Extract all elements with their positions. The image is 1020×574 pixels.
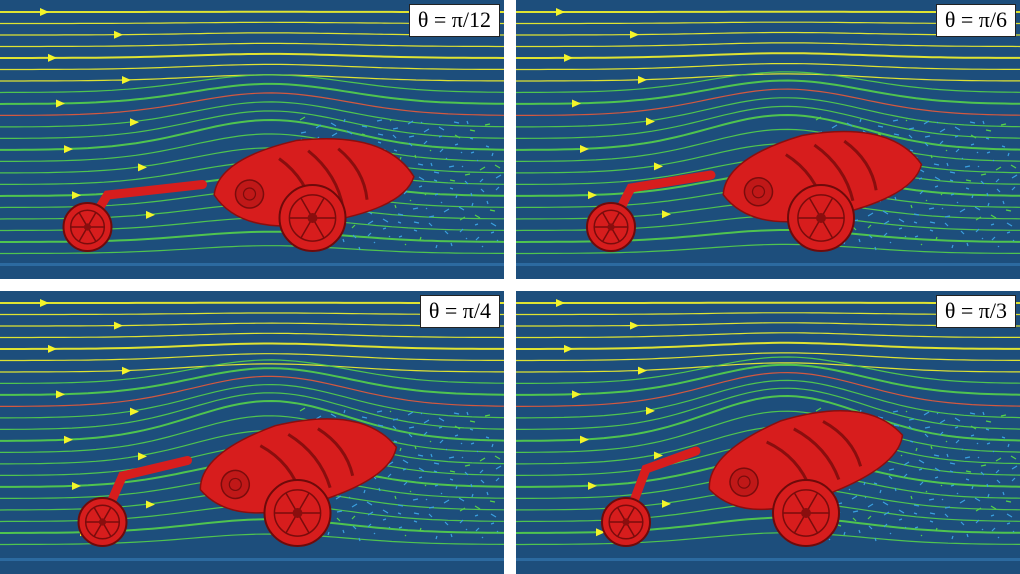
angle-label-pi-3: θ = π/3 — [935, 295, 1016, 328]
panel-pi-3: θ = π/3 — [516, 291, 1020, 574]
flow-scene-pi-3 — [516, 291, 1020, 574]
panel-pi-12: θ = π/12 — [0, 0, 504, 279]
flow-scene-pi-12 — [0, 0, 504, 279]
panel-pi-6: θ = π/6 — [516, 0, 1020, 279]
angle-label-pi-4: θ = π/4 — [419, 295, 500, 328]
panel-pi-4: θ = π/4 — [0, 291, 504, 574]
angle-label-pi-12: θ = π/12 — [408, 4, 500, 37]
angle-label-pi-6: θ = π/6 — [935, 4, 1016, 37]
flow-scene-pi-4 — [0, 291, 504, 574]
flow-scene-pi-6 — [516, 0, 1020, 279]
